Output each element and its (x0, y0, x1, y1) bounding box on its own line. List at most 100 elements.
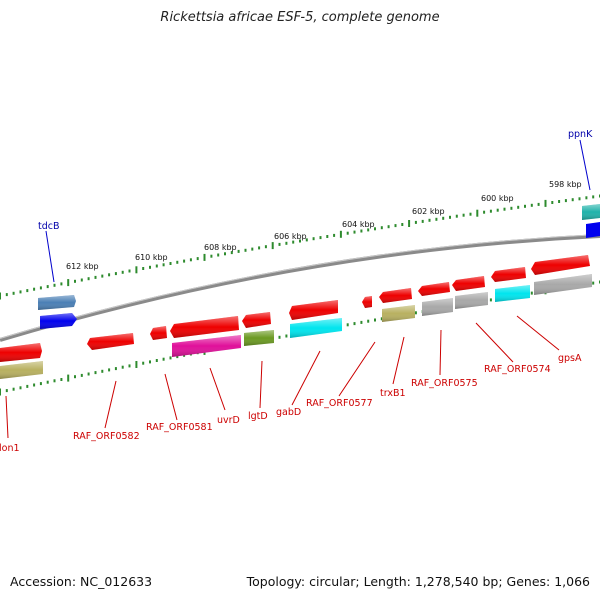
inner-track-tick (278, 335, 281, 339)
gene-lgtD[interactable] (242, 312, 274, 346)
outer-track-tick (87, 277, 90, 281)
label-tdcB: tdcB (38, 221, 60, 232)
gene-uvrD[interactable] (170, 316, 241, 357)
inner-track-tick (12, 387, 15, 391)
inner-track-tick (87, 372, 90, 376)
outer-track-tick (285, 241, 288, 245)
inner-track-tick (414, 311, 417, 315)
outer-track-tick (305, 238, 308, 242)
gene-gabD[interactable] (289, 300, 342, 338)
map-title: Rickettsia africae ESF-5, complete genom… (160, 10, 440, 25)
inner-track-tick (128, 364, 131, 368)
outer-track-tick (489, 209, 492, 213)
outer-track-tick (19, 290, 22, 294)
outer-track-tick (196, 257, 199, 261)
scale-label-604: 604 kbp (342, 220, 375, 229)
outer-track-tick (67, 279, 70, 287)
scale-label-600: 600 kbp (481, 194, 514, 203)
outer-track-tick (408, 220, 411, 227)
outer-track-tick (462, 213, 465, 217)
outer-track-tick (483, 210, 486, 214)
outer-track-tick (558, 200, 561, 203)
outer-track-tick (387, 225, 390, 229)
outer-track-tick (360, 229, 363, 233)
outer-track-tick (353, 230, 356, 234)
label-RAF_ORF0577: RAF_ORF0577 (306, 398, 373, 409)
outer-track-tick (517, 205, 520, 209)
genome-backbone (0, 234, 600, 342)
scale-label-610: 610 kbp (135, 253, 168, 262)
label-RAF_ORF0574: RAF_ORF0574 (484, 364, 551, 375)
label-ppnK: ppnK (568, 129, 593, 140)
label-RAF_ORF0575: RAF_ORF0575 (411, 378, 478, 389)
gene-RAF_ORF0575[interactable] (418, 282, 453, 316)
inner-track-tick (53, 379, 56, 383)
outer-track-tick (326, 235, 329, 238)
genome-summary-text: Topology: circular; Length: 1,278,540 bp… (246, 574, 590, 589)
outer-track-tick (142, 267, 145, 270)
outer-track-tick (258, 246, 261, 250)
outer-track-tick (169, 262, 172, 265)
label-gabD: gabD (276, 407, 301, 418)
outer-track-tick (339, 230, 342, 238)
inner-track-tick (360, 320, 363, 324)
inner-track-tick (149, 360, 151, 364)
outer-track-tick (60, 282, 63, 286)
outer-track-tick (251, 247, 254, 251)
inner-track-tick (169, 356, 172, 360)
inner-track-tick (346, 323, 349, 327)
gene-RAF_ORF0574[interactable] (452, 276, 530, 309)
outer-track-tick (5, 293, 8, 297)
outer-track-tick (46, 285, 49, 289)
outer-track-tick (33, 287, 36, 291)
gene-RAF_ORF0581[interactable] (150, 326, 167, 340)
gene-tdcB[interactable] (38, 295, 77, 329)
outer-track-tick (551, 201, 554, 204)
inner-track-tick (135, 361, 138, 368)
inner-track-tick (5, 389, 8, 393)
outer-track-tick (217, 253, 220, 257)
inner-track-tick (39, 382, 42, 386)
outer-track-tick (203, 253, 206, 261)
outer-track-tick (230, 251, 233, 255)
outer-track-tick (108, 273, 111, 277)
outer-track-tick (53, 283, 56, 287)
outer-track-tick (12, 291, 15, 295)
gene-lon1[interactable] (0, 343, 43, 379)
outer-track-tick (128, 269, 131, 273)
inner-track-tick (530, 291, 533, 295)
inner-track-tick (19, 386, 22, 390)
outer-track-tick (155, 264, 158, 268)
inner-track-tick (162, 357, 165, 361)
outer-track-tick (74, 279, 76, 283)
inner-track-tick (26, 384, 29, 388)
gene-RAF_ORF0577[interactable] (362, 296, 372, 308)
gene-RAF_ORF0582[interactable] (87, 333, 134, 350)
outer-track-tick (292, 240, 295, 244)
inner-track-tick (592, 281, 595, 285)
outer-track-tick (564, 199, 567, 203)
outer-track-tick (510, 206, 513, 210)
outer-track-tick (114, 272, 117, 276)
outer-track-tick (176, 260, 179, 264)
outer-scale-track (0, 194, 600, 300)
label-RAF_ORF0582: RAF_ORF0582 (73, 431, 140, 442)
inner-track-tick (142, 361, 145, 365)
outer-track-tick (39, 286, 42, 290)
inner-track-tick (94, 371, 97, 375)
gene-gpsA[interactable] (491, 255, 592, 295)
inner-track-tick (367, 319, 370, 323)
gene-trxB1[interactable] (379, 288, 415, 322)
outer-track-tick (135, 266, 138, 274)
outer-track-tick (374, 227, 376, 231)
gene-ppnK[interactable] (582, 204, 600, 238)
scale-label-598: 598 kbp (549, 180, 582, 189)
outer-track-tick (80, 278, 83, 282)
inner-track-tick (101, 369, 104, 373)
outer-track-tick (0, 292, 1, 300)
inner-track-tick (285, 334, 288, 338)
inner-track-tick (353, 322, 356, 326)
label-gpsA: gpsA (558, 353, 582, 364)
outer-track-tick (578, 197, 581, 201)
